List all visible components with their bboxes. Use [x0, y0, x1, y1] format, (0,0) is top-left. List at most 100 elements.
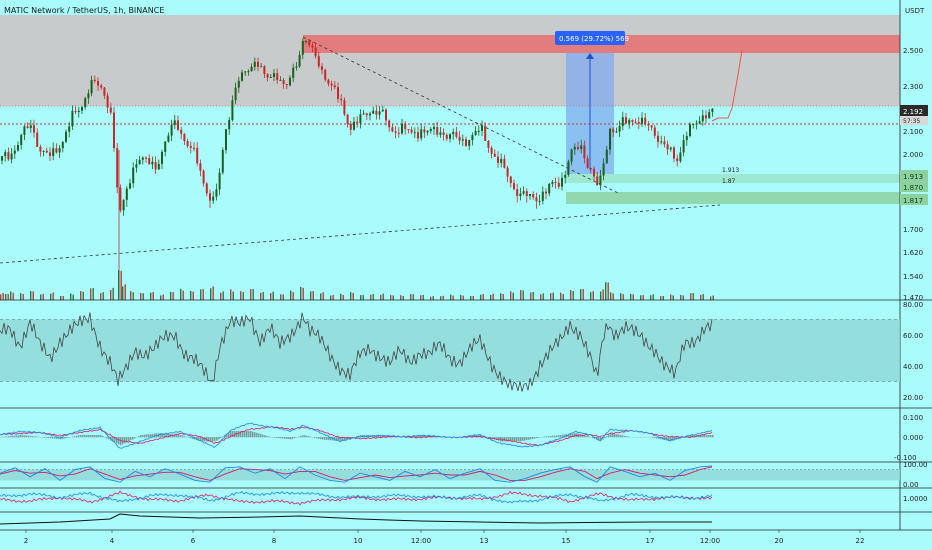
macd-hist-bar	[68, 437, 70, 438]
time-tick: 12:00	[411, 537, 431, 545]
macd-hist-bar	[292, 437, 294, 439]
level-zone-1913	[566, 174, 900, 183]
macd-hist-bar	[608, 434, 610, 438]
time-axis: 2 4 6 8 10 12:00 13 15 17 12:00 20 22	[24, 530, 864, 545]
macd-hist-bar	[176, 434, 178, 438]
volume-bar	[182, 290, 184, 300]
volume-bar	[340, 293, 342, 300]
volume-bar	[30, 291, 32, 300]
macd-hist-bar	[502, 437, 504, 442]
candle-body	[77, 110, 80, 113]
candle-body	[13, 150, 16, 154]
macd-hist-bar	[628, 436, 630, 438]
macd-hist-bar	[278, 437, 280, 439]
candle-body	[4, 152, 7, 157]
volume-bar	[712, 295, 714, 300]
volume-bar	[260, 292, 262, 300]
volume-bar	[20, 293, 22, 300]
candle-body	[183, 133, 186, 142]
candles	[1, 38, 714, 216]
candle-body	[461, 139, 464, 141]
candle-body	[221, 150, 224, 173]
volume-bar	[80, 291, 82, 300]
volume-bar	[610, 292, 612, 300]
volume-bar	[222, 291, 224, 300]
macd-hist-bar	[318, 437, 320, 439]
time-tick: 15	[562, 537, 571, 545]
macd-hist-bar	[356, 436, 358, 438]
candle-body	[106, 95, 109, 108]
macd-hist-bar	[126, 437, 128, 443]
volume-bar	[118, 270, 120, 300]
candle-body	[276, 73, 279, 81]
candle-body	[71, 110, 74, 127]
macd-hist-bar	[330, 437, 332, 441]
candle-body	[90, 79, 93, 94]
macd-hist-bar	[480, 435, 482, 438]
candle-body	[359, 114, 362, 124]
macd-hist-bar	[242, 431, 244, 438]
candle-body	[305, 40, 307, 42]
macd-hist-bar	[320, 437, 322, 440]
volume-bar	[120, 270, 122, 300]
volume-bar	[570, 290, 572, 300]
macd-hist-bar	[342, 437, 344, 441]
macd-hist-bar	[90, 435, 92, 438]
candle-body	[644, 117, 647, 125]
macd-hist-bar	[616, 434, 618, 438]
volume-bar	[670, 294, 672, 300]
candle-body	[525, 191, 528, 197]
macd-hist-bar	[702, 435, 704, 438]
macd-hist-bar	[694, 435, 696, 438]
macd-hist-bar	[614, 433, 616, 438]
volume-bar	[392, 295, 394, 300]
macd-hist-bar	[26, 435, 28, 438]
candle-body	[468, 140, 471, 146]
macd-hist-bar	[138, 436, 140, 438]
volume-bar	[482, 294, 484, 300]
macd-hist-bar	[398, 436, 400, 438]
macd-hist-bar	[704, 435, 706, 438]
macd-hist-bar	[108, 437, 110, 440]
time-tick: 10	[354, 537, 363, 545]
macd-hist-bar	[238, 431, 240, 438]
candle-body	[356, 121, 359, 124]
candle-body	[676, 158, 679, 162]
candle-body	[49, 152, 51, 156]
macd-hist-bar	[708, 435, 710, 438]
candle-body	[573, 146, 576, 150]
macd-hist-bar	[84, 435, 86, 438]
level-tag-1817-box	[900, 194, 928, 205]
candle-body	[269, 76, 272, 78]
candle-body	[465, 139, 467, 146]
candle-body	[596, 176, 599, 186]
candle-body	[84, 98, 87, 108]
volume-bar	[170, 291, 172, 300]
macd-hist-bar	[6, 436, 8, 438]
macd-hist-bar	[414, 435, 416, 438]
volume-bar	[612, 293, 614, 300]
macd-hist-bar	[174, 434, 176, 438]
macd-hist-bar	[112, 437, 114, 442]
candle-body	[509, 176, 512, 184]
macd-hist-bar	[338, 437, 340, 442]
candle-body	[42, 150, 45, 152]
volume-bar	[490, 294, 492, 300]
candle-body	[362, 113, 365, 115]
volume-bar	[452, 295, 454, 300]
macd-hist-bar	[530, 437, 532, 440]
candle-body	[548, 183, 551, 194]
macd-hist-bar	[192, 437, 194, 439]
price-tick: 2.300	[903, 83, 923, 91]
candle-body	[621, 117, 624, 127]
candle-body	[641, 117, 643, 124]
candle-body	[593, 168, 595, 177]
macd-hist-bar	[326, 437, 328, 440]
candle-body	[679, 152, 682, 162]
candle-body	[161, 151, 163, 164]
macd-hist-bar	[8, 436, 10, 438]
ratio-b-line	[0, 490, 713, 506]
volume-bar	[412, 294, 414, 300]
macd-hist-bar	[222, 436, 224, 438]
